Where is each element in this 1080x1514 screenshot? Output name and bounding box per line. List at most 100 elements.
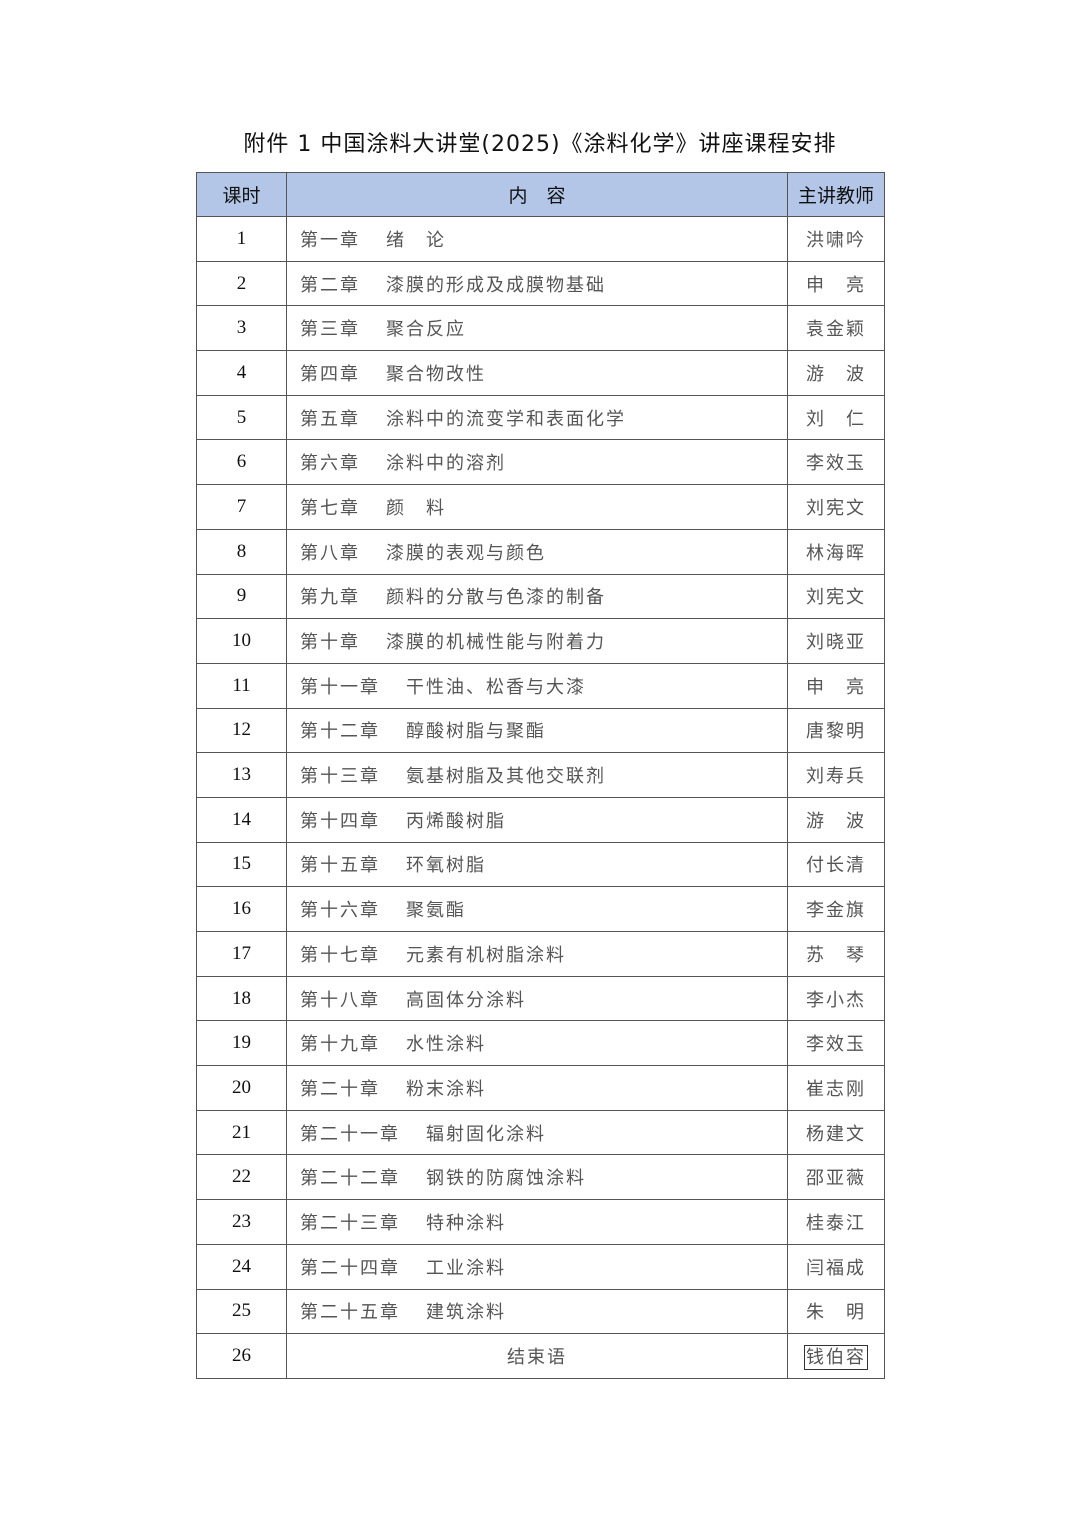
chapter-label: 第十九章 <box>300 1034 380 1056</box>
content-cell: 第九章 颜料的分散与色漆的制备 <box>286 573 788 620</box>
content-cell: 第二十五章 建筑涂料 <box>286 1288 788 1335</box>
chapter-label: 第二十五章 <box>300 1302 400 1324</box>
table-row: 11 第十一章 干性油、松香与大漆 申 亮 <box>196 662 885 709</box>
chapter-label: 第二章 <box>300 274 360 296</box>
chapter-topic: 聚合反应 <box>386 319 466 341</box>
session-number: 23 <box>196 1199 287 1245</box>
content-cell: 第七章 颜 料 <box>286 484 788 530</box>
chapter-topic: 特种涂料 <box>426 1212 506 1234</box>
table-row: 15 第十五章 环氧树脂 付长清 <box>196 841 885 888</box>
chapter-label: 第十三章 <box>300 766 380 788</box>
content-cell: 第十四章 丙烯酸树脂 <box>286 796 788 843</box>
session-number: 9 <box>196 573 287 620</box>
chapter-label: 第十一章 <box>300 676 380 698</box>
table-row: 2 第二章 漆膜的形成及成膜物基础 申 亮 <box>196 260 885 307</box>
table-row: 6 第六章 涂料中的溶剂 李效玉 <box>196 439 885 486</box>
session-number: 17 <box>196 931 287 977</box>
chapter-label: 第十四章 <box>300 810 380 832</box>
chapter-label: 第十二章 <box>300 721 380 743</box>
session-number: 13 <box>196 752 287 798</box>
chapter-label: 第五章 <box>300 408 360 430</box>
teacher-cell: 李小杰 <box>787 975 885 1022</box>
content-cell: 第二十三章 特种涂料 <box>286 1199 788 1245</box>
session-number: 18 <box>196 975 287 1022</box>
teacher-cell: 李效玉 <box>787 439 885 486</box>
table-header-row: 课时 内 容 主讲教师 <box>196 172 885 217</box>
header-content: 内 容 <box>286 172 788 217</box>
teacher-cell: 苏 琴 <box>787 931 885 977</box>
teacher-cell: 杨建文 <box>787 1109 885 1156</box>
teacher-cell: 袁金颖 <box>787 305 885 352</box>
teacher-cell: 林海晖 <box>787 528 885 575</box>
chapter-topic: 聚合物改性 <box>386 363 486 385</box>
chapter-topic: 漆膜的机械性能与附着力 <box>386 632 606 654</box>
table-row: 22 第二十二章 钢铁的防腐蚀涂料 邵亚薇 <box>196 1154 885 1201</box>
session-number: 16 <box>196 886 287 932</box>
table-row: 17 第十七章 元素有机树脂涂料 苏 琴 <box>196 931 885 977</box>
teacher-cell: 李效玉 <box>787 1020 885 1067</box>
content-cell: 第十二章 醇酸树脂与聚酯 <box>286 707 788 754</box>
table-row: 4 第四章 聚合物改性 游 波 <box>196 350 885 396</box>
table-row: 1 第一章 绪 论 洪啸吟 <box>196 216 885 262</box>
content-cell: 第十五章 环氧树脂 <box>286 841 788 888</box>
content-cell: 第十九章 水性涂料 <box>286 1020 788 1067</box>
chapter-label: 第二十一章 <box>300 1123 400 1145</box>
session-number: 10 <box>196 618 287 664</box>
teacher-cell: 刘寿兵 <box>787 752 885 798</box>
content-cell: 第十七章 元素有机树脂涂料 <box>286 931 788 977</box>
teacher-cell: 唐黎明 <box>787 707 885 754</box>
session-number: 3 <box>196 305 287 352</box>
content-cell: 第六章 涂料中的溶剂 <box>286 439 788 486</box>
session-number: 7 <box>196 484 287 530</box>
teacher-cell: 洪啸吟 <box>787 216 885 262</box>
closing-remarks: 结束语 <box>286 1333 788 1379</box>
teacher-cell: 申 亮 <box>787 260 885 307</box>
chapter-label: 第十七章 <box>300 944 380 966</box>
teacher-cell: 刘宪文 <box>787 573 885 620</box>
content-cell: 第三章 聚合反应 <box>286 305 788 352</box>
chapter-topic: 建筑涂料 <box>426 1302 506 1324</box>
chapter-topic: 氨基树脂及其他交联剂 <box>406 766 606 788</box>
teacher-cell: 付长清 <box>787 841 885 888</box>
chapter-topic: 颜料的分散与色漆的制备 <box>386 587 606 609</box>
chapter-label: 第一章 <box>300 229 360 251</box>
teacher-cell: 申 亮 <box>787 662 885 709</box>
session-number: 21 <box>196 1109 287 1156</box>
chapter-label: 第十章 <box>300 632 360 654</box>
table-row: 16 第十六章 聚氨酯 李金旗 <box>196 886 885 932</box>
page-title: 附件 1 中国涂料大讲堂(2025)《涂料化学》讲座课程安排 <box>243 132 837 157</box>
content-cell: 第十三章 氨基树脂及其他交联剂 <box>286 752 788 798</box>
chapter-label: 第十六章 <box>300 900 380 922</box>
chapter-label: 第二十章 <box>300 1078 380 1100</box>
session-number: 12 <box>196 707 287 754</box>
chapter-topic: 工业涂料 <box>426 1257 506 1279</box>
session-number: 22 <box>196 1154 287 1201</box>
chapter-label: 第六章 <box>300 453 360 475</box>
chapter-topic: 高固体分涂料 <box>406 989 526 1011</box>
chapter-topic: 元素有机树脂涂料 <box>406 944 566 966</box>
teacher-cell: 刘宪文 <box>787 484 885 530</box>
chapter-label: 第二十四章 <box>300 1257 400 1279</box>
table-row: 10 第十章 漆膜的机械性能与附着力 刘晓亚 <box>196 618 885 664</box>
session-number: 25 <box>196 1288 287 1335</box>
table-row: 24 第二十四章 工业涂料 闫福成 <box>196 1243 885 1290</box>
session-number: 1 <box>196 216 287 262</box>
content-cell: 第二十章 粉末涂料 <box>286 1065 788 1111</box>
session-number: 24 <box>196 1243 287 1290</box>
session-number: 14 <box>196 796 287 843</box>
chapter-label: 第九章 <box>300 587 360 609</box>
chapter-label: 第四章 <box>300 363 360 385</box>
content-cell: 第八章 漆膜的表观与颜色 <box>286 528 788 575</box>
table-row: 8 第八章 漆膜的表观与颜色 林海晖 <box>196 528 885 575</box>
teacher-cell: 李金旗 <box>787 886 885 932</box>
table-row: 13 第十三章 氨基树脂及其他交联剂 刘寿兵 <box>196 752 885 798</box>
chapter-label: 第十八章 <box>300 989 380 1011</box>
table-row-closing: 26 结束语 钱伯容 <box>196 1333 885 1379</box>
table-row: 19 第十九章 水性涂料 李效玉 <box>196 1020 885 1067</box>
header-session: 课时 <box>196 172 287 217</box>
table-row: 20 第二十章 粉末涂料 崔志刚 <box>196 1065 885 1111</box>
session-number: 15 <box>196 841 287 888</box>
content-cell: 第四章 聚合物改性 <box>286 350 788 396</box>
chapter-label: 第八章 <box>300 542 360 564</box>
teacher-cell: 刘晓亚 <box>787 618 885 664</box>
